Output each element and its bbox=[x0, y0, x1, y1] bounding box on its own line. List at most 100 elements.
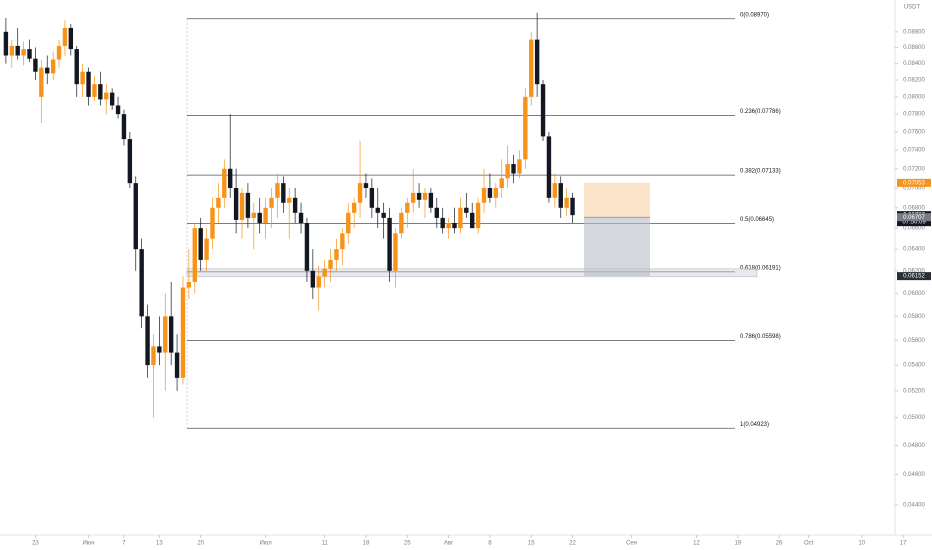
y-tick-label: 0.07600 bbox=[903, 129, 925, 135]
candle-body bbox=[416, 192, 422, 200]
candle-body bbox=[15, 45, 20, 56]
fib-label: 0.236(0.07786) bbox=[740, 109, 781, 115]
candle-body bbox=[470, 212, 475, 229]
x-tick-label: Авг bbox=[444, 541, 454, 547]
candle-body bbox=[281, 183, 286, 203]
candle-body bbox=[381, 212, 386, 218]
candle-body bbox=[210, 207, 215, 239]
candle-body bbox=[62, 27, 68, 46]
candle-body bbox=[399, 212, 404, 234]
candle-body bbox=[222, 168, 227, 198]
candle-body bbox=[174, 352, 180, 378]
x-tick-label: 10 bbox=[858, 541, 865, 547]
fib-label: 0.618(0.06191) bbox=[740, 265, 781, 271]
x-tick-label: 26 bbox=[776, 541, 783, 547]
price-tag bbox=[897, 178, 931, 187]
fib-label: 0.5(0.06645) bbox=[740, 217, 774, 223]
candle-body bbox=[316, 276, 321, 288]
candle-body bbox=[487, 187, 493, 198]
candle-body bbox=[115, 105, 121, 115]
candle-body bbox=[33, 58, 38, 72]
x-tick-label: Июн bbox=[82, 541, 94, 547]
y-tick-label: 0.04400 bbox=[903, 502, 925, 508]
y-tick-label: 0.07800 bbox=[903, 112, 925, 118]
x-tick-label: 15 bbox=[528, 541, 535, 547]
x-tick-label: 25 bbox=[404, 541, 411, 547]
candle-body bbox=[328, 259, 333, 269]
candle-body bbox=[363, 183, 369, 188]
x-tick-label: 19 bbox=[734, 541, 741, 547]
candle-body bbox=[393, 233, 398, 271]
fib-zone bbox=[186, 268, 758, 278]
candle-body bbox=[428, 192, 434, 208]
candle-body bbox=[405, 202, 410, 213]
position-risk bbox=[584, 182, 650, 218]
y-tick-label: 0.05400 bbox=[903, 363, 925, 369]
candle-body bbox=[529, 39, 534, 97]
candle-body bbox=[558, 183, 563, 208]
candle-body bbox=[446, 223, 451, 229]
x-tick-label: Июл bbox=[260, 541, 273, 547]
candle-body bbox=[464, 207, 469, 213]
candle-body bbox=[511, 164, 516, 174]
candle-body bbox=[475, 202, 481, 229]
x-tick-label: 17 bbox=[900, 541, 907, 547]
candle-body bbox=[104, 92, 109, 100]
candle-body bbox=[39, 67, 44, 97]
candle-body bbox=[422, 192, 428, 200]
candle-body bbox=[121, 114, 127, 140]
candle-body bbox=[92, 84, 97, 97]
candle-body bbox=[346, 212, 351, 234]
candle-body bbox=[292, 197, 298, 213]
candle-body bbox=[198, 228, 203, 260]
fib-label: 0.382(0.07133) bbox=[740, 169, 781, 175]
candle-body bbox=[133, 183, 138, 250]
candle-body bbox=[440, 217, 445, 229]
y-tick-label: 0.04600 bbox=[903, 472, 925, 478]
candle-body bbox=[56, 45, 62, 60]
candle-body bbox=[186, 281, 192, 288]
candle-body bbox=[98, 84, 103, 100]
candle-body bbox=[505, 164, 510, 179]
x-tick-label: 23 bbox=[32, 541, 39, 547]
y-tick-label: 0.08400 bbox=[903, 61, 925, 67]
candle-body bbox=[552, 183, 558, 198]
candle-body bbox=[9, 45, 15, 56]
candle-body bbox=[369, 187, 375, 208]
candle-body bbox=[570, 197, 575, 216]
candle-body bbox=[216, 197, 221, 208]
candle-body bbox=[204, 238, 209, 260]
candle-body bbox=[499, 178, 504, 188]
candle-body bbox=[523, 96, 528, 160]
candle-body bbox=[517, 159, 522, 174]
y-tick-label: 0.05600 bbox=[903, 338, 925, 344]
fib-label: 0.786(0.05598) bbox=[740, 334, 781, 340]
candle-body bbox=[257, 212, 262, 224]
y-tick-label: 0.07000 bbox=[903, 186, 925, 192]
currency-label: USDT bbox=[904, 5, 921, 11]
candle-body bbox=[228, 168, 233, 188]
candle-body bbox=[168, 316, 174, 353]
candle-body bbox=[304, 223, 310, 271]
candle-body bbox=[410, 192, 416, 203]
candle-body bbox=[74, 49, 79, 85]
x-tick-label: 13 bbox=[156, 541, 163, 547]
candle-body bbox=[310, 270, 316, 288]
candle-body bbox=[139, 249, 144, 317]
countdown: 07:50:09 bbox=[902, 220, 926, 226]
candle-body bbox=[351, 202, 357, 213]
y-tick-label: 0.06200 bbox=[903, 268, 925, 274]
candle-body bbox=[322, 268, 327, 277]
candle-body bbox=[452, 223, 457, 229]
candle-body bbox=[375, 207, 380, 213]
y-tick-label: 0.04800 bbox=[903, 443, 925, 449]
candle-body bbox=[340, 233, 345, 250]
y-tick-label: 0.05200 bbox=[903, 388, 925, 394]
fib-label: 0(0.08970) bbox=[740, 12, 769, 18]
y-tick-label: 0.05800 bbox=[903, 314, 925, 320]
candle-body bbox=[192, 228, 197, 282]
candle-body bbox=[3, 31, 9, 56]
candle-body bbox=[27, 49, 32, 59]
candle-body bbox=[163, 316, 168, 353]
candle-body bbox=[263, 207, 268, 224]
